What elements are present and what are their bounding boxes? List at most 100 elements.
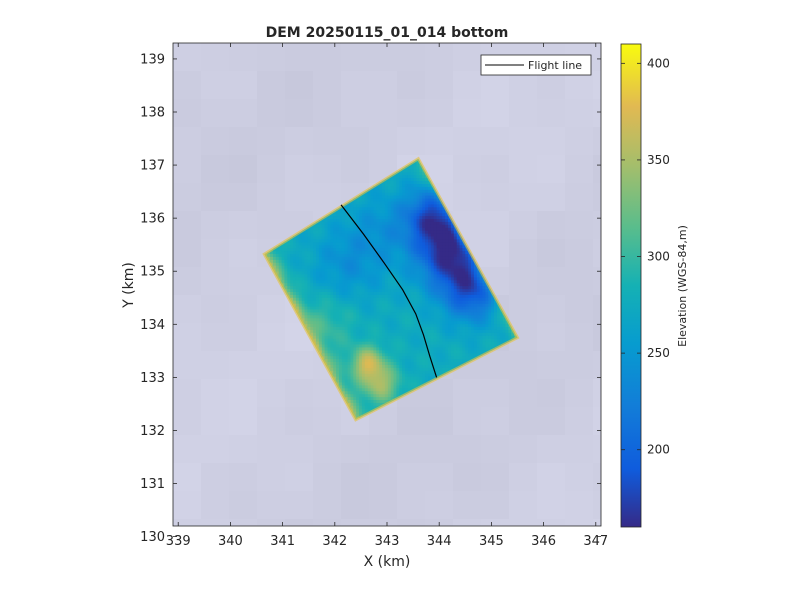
dem-cell bbox=[399, 341, 403, 345]
dem-cell bbox=[379, 306, 383, 310]
dem-cell bbox=[318, 303, 323, 307]
dem-cell bbox=[350, 343, 354, 348]
dem-cell bbox=[384, 320, 389, 325]
dem-cell bbox=[339, 332, 343, 336]
dem-cell bbox=[382, 361, 386, 365]
dem-cell bbox=[428, 314, 432, 319]
dem-cell bbox=[399, 294, 403, 298]
dem-cell bbox=[496, 329, 501, 333]
dem-cell bbox=[399, 361, 403, 365]
dem-cell bbox=[448, 317, 452, 322]
dem-cell bbox=[353, 297, 357, 301]
dem-cell bbox=[290, 288, 294, 292]
dem-cell bbox=[376, 393, 380, 398]
dem-cell bbox=[356, 314, 360, 319]
dem-cell bbox=[295, 268, 300, 272]
dem-cell bbox=[384, 376, 389, 380]
dem-cell bbox=[416, 346, 420, 351]
dem-cell bbox=[387, 294, 392, 298]
dem-cell bbox=[321, 317, 326, 322]
background-tile bbox=[537, 407, 566, 436]
dem-cell bbox=[402, 352, 406, 357]
dem-cell bbox=[471, 308, 475, 313]
dem-cell bbox=[339, 273, 343, 278]
dem-cell bbox=[321, 311, 326, 316]
dem-cell bbox=[402, 323, 406, 327]
dem-cell bbox=[476, 308, 481, 313]
dem-cell bbox=[356, 317, 360, 322]
dem-cell bbox=[356, 376, 360, 380]
dem-cell bbox=[382, 364, 386, 368]
dem-cell bbox=[321, 349, 326, 354]
dem-cell bbox=[324, 265, 329, 269]
dem-cell bbox=[295, 300, 300, 304]
dem-cell bbox=[396, 376, 400, 380]
dem-cell bbox=[336, 291, 340, 295]
dem-cell bbox=[442, 306, 446, 310]
background-tile bbox=[481, 491, 510, 520]
dem-cell bbox=[384, 373, 389, 377]
dem-cell bbox=[336, 338, 340, 342]
dem-cell bbox=[393, 358, 397, 362]
dem-cell bbox=[344, 393, 349, 398]
dem-cell bbox=[413, 370, 418, 374]
dem-cell bbox=[479, 288, 484, 292]
dem-cell bbox=[373, 367, 377, 371]
dem-cell bbox=[307, 282, 311, 287]
dem-cell bbox=[390, 303, 395, 307]
dem-cell bbox=[413, 329, 418, 333]
dem-cell bbox=[350, 276, 354, 281]
dem-cell bbox=[476, 306, 481, 310]
dem-cell bbox=[396, 346, 400, 351]
dem-cell bbox=[361, 276, 366, 281]
dem-cell bbox=[370, 381, 375, 386]
dem-cell bbox=[410, 332, 415, 336]
dem-cell bbox=[353, 343, 357, 348]
dem-cell bbox=[491, 317, 495, 322]
dem-cell bbox=[428, 346, 432, 351]
dem-cell bbox=[439, 279, 443, 284]
background-tile bbox=[369, 519, 398, 526]
dem-cell bbox=[416, 370, 420, 374]
dem-cell bbox=[333, 288, 337, 292]
dem-cell bbox=[370, 335, 375, 339]
dem-cell bbox=[485, 317, 489, 322]
dem-cell bbox=[344, 343, 349, 348]
dem-cell bbox=[453, 361, 458, 365]
dem-cell bbox=[344, 367, 349, 371]
dem-cell bbox=[324, 285, 329, 290]
dem-cell bbox=[413, 279, 418, 284]
dem-cell bbox=[462, 341, 466, 345]
dem-cell bbox=[376, 367, 380, 371]
dem-cell bbox=[330, 329, 334, 333]
dem-cell bbox=[295, 273, 300, 278]
dem-cell bbox=[318, 268, 323, 272]
background-tile bbox=[537, 323, 566, 352]
dem-cell bbox=[476, 326, 481, 330]
dem-cell bbox=[321, 323, 326, 327]
dem-cell bbox=[465, 335, 469, 339]
dem-cell bbox=[356, 303, 360, 307]
dem-cell bbox=[473, 303, 478, 307]
dem-cell bbox=[339, 355, 343, 360]
background-tile bbox=[369, 463, 398, 492]
dem-cell bbox=[387, 387, 392, 392]
dem-cell bbox=[496, 326, 501, 330]
dem-cell bbox=[361, 285, 366, 290]
dem-cell bbox=[494, 303, 498, 307]
dem-cell bbox=[422, 273, 426, 278]
dem-cell bbox=[387, 370, 392, 374]
dem-cell bbox=[364, 338, 369, 342]
dem-cell bbox=[410, 341, 415, 345]
dem-cell bbox=[367, 332, 372, 336]
dem-cell bbox=[376, 297, 380, 301]
dem-cell bbox=[295, 308, 300, 313]
background-tile bbox=[453, 155, 482, 184]
dem-cell bbox=[402, 341, 406, 345]
dem-cell bbox=[430, 308, 435, 313]
dem-cell bbox=[459, 335, 464, 339]
dem-cell bbox=[367, 384, 372, 389]
dem-cell bbox=[333, 361, 337, 365]
dem-cell bbox=[318, 291, 323, 295]
dem-cell bbox=[301, 297, 306, 301]
